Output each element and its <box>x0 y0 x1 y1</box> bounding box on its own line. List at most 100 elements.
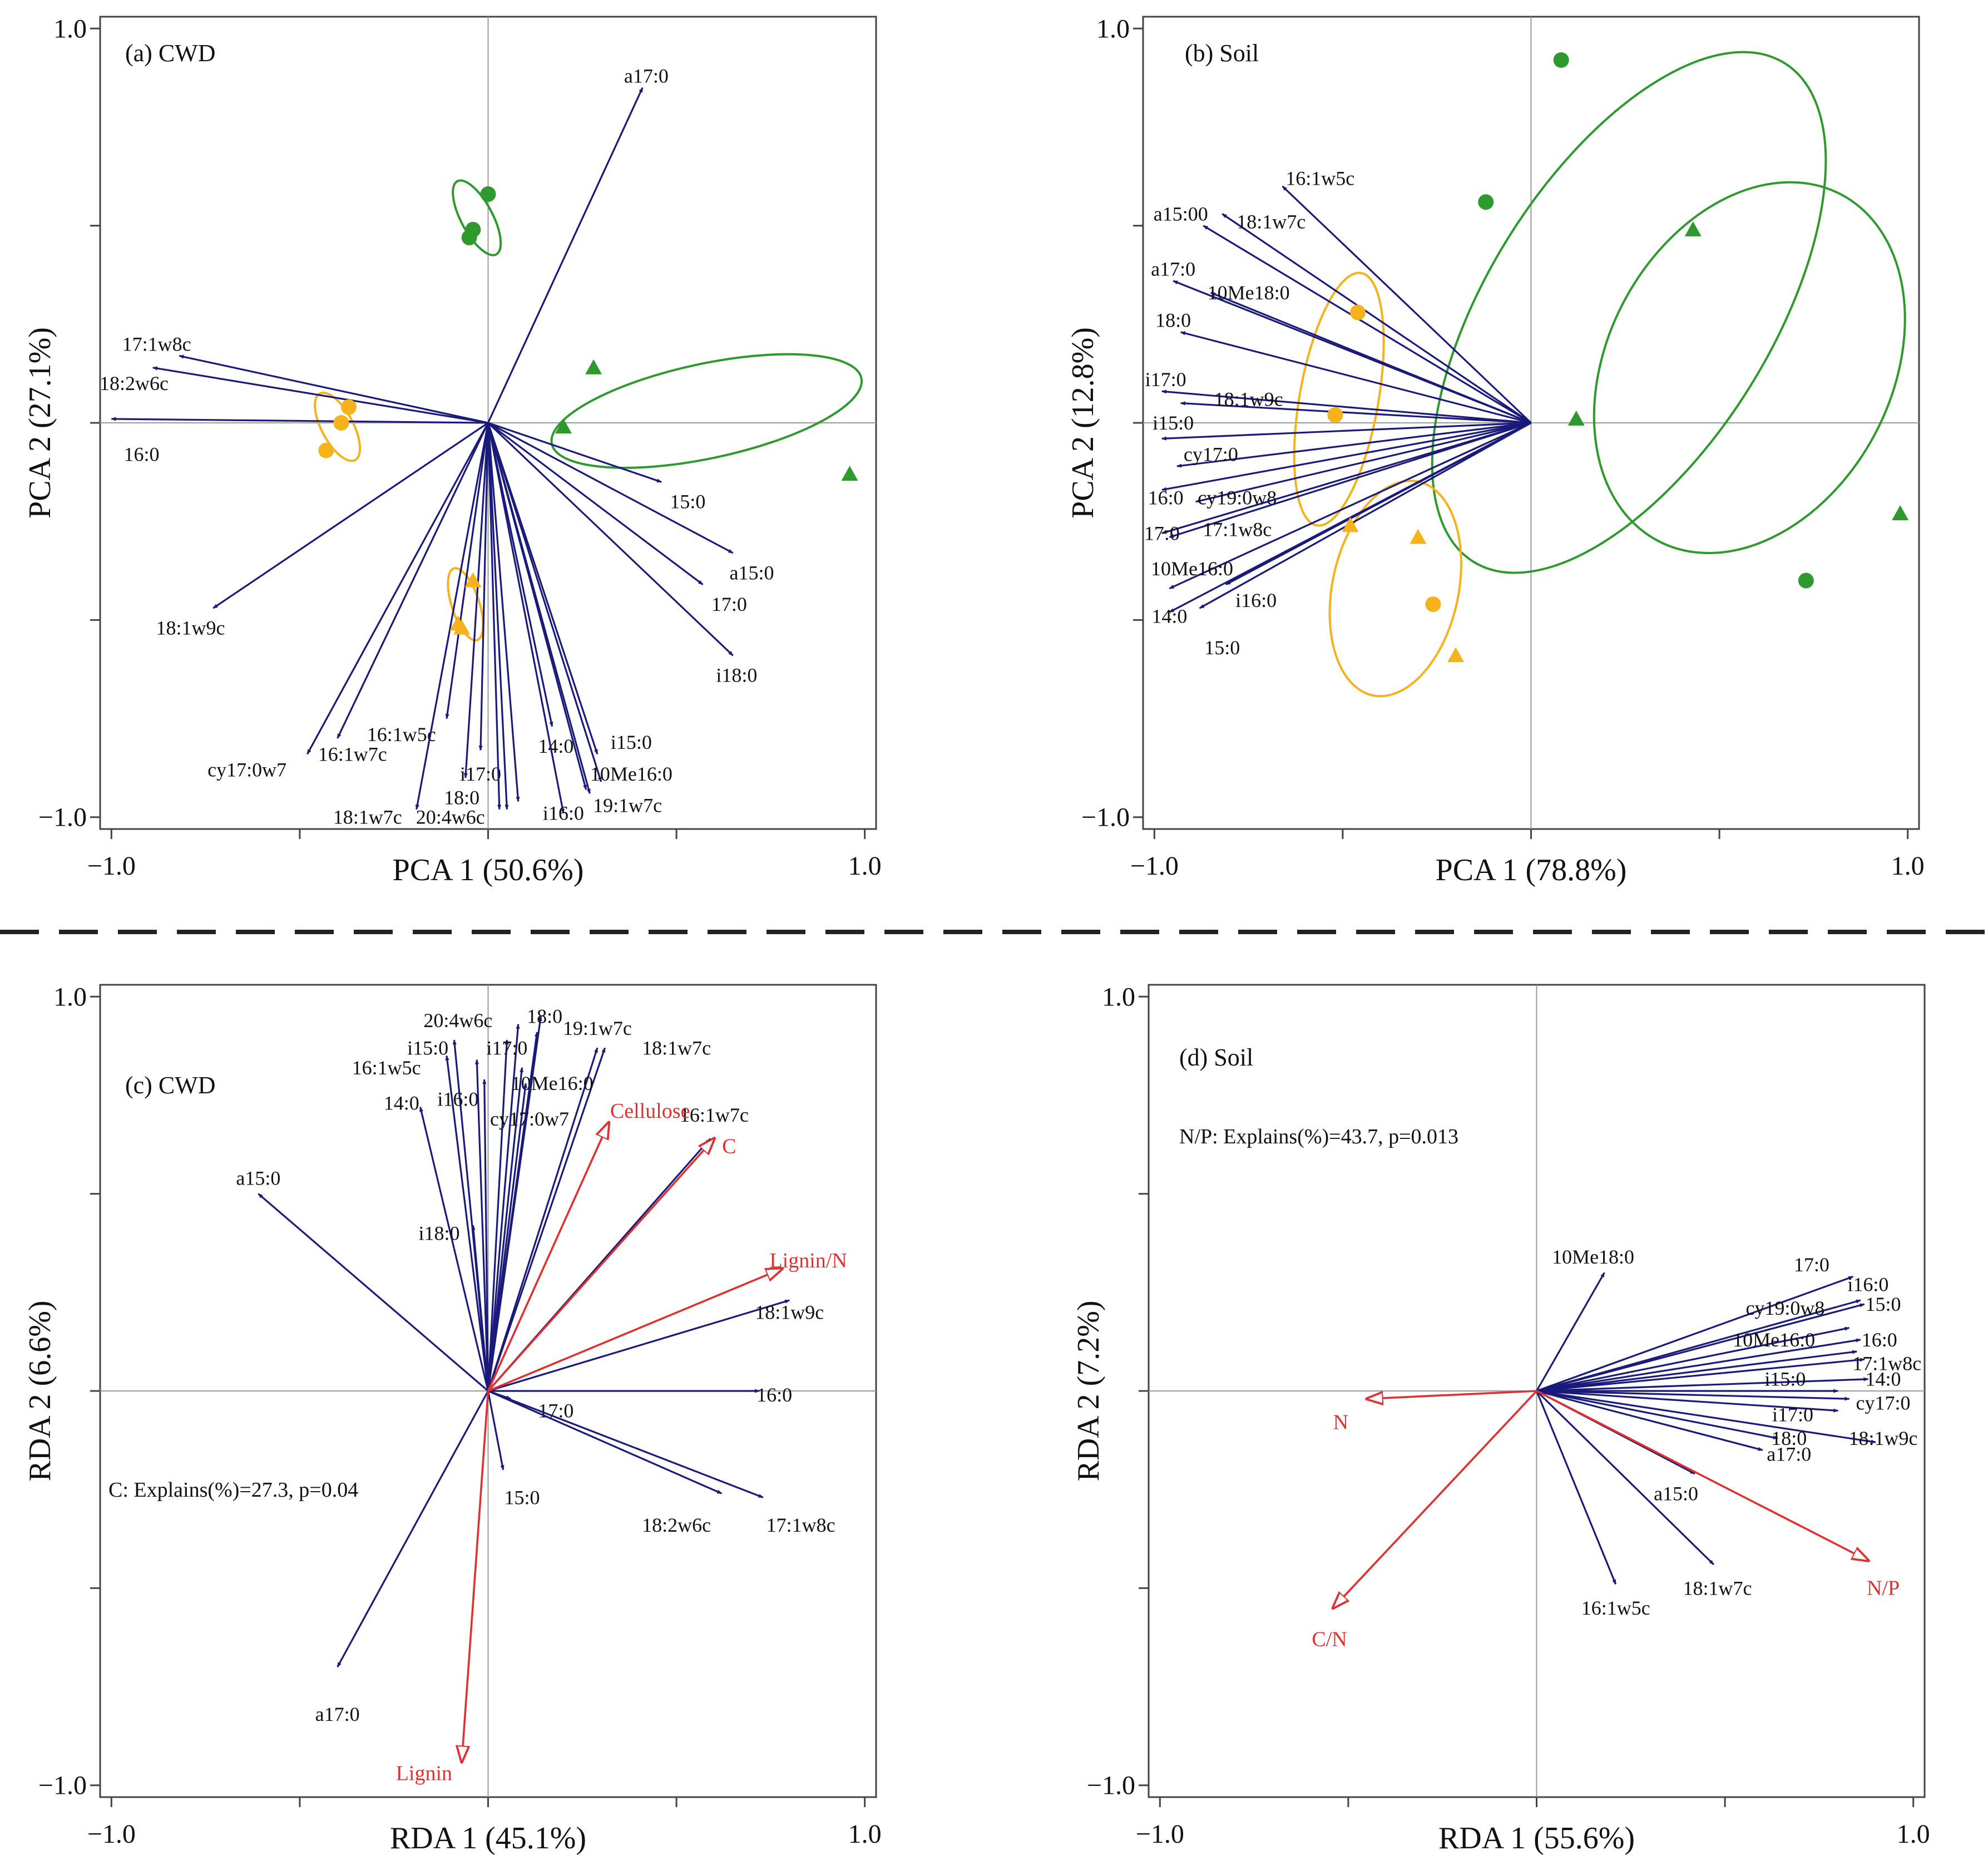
species-vector-label: 15:0 <box>504 1486 540 1508</box>
species-vector-label: 18:1w7c <box>333 806 402 828</box>
species-vector-arrow <box>487 1032 539 1392</box>
species-vector-label: a17:0 <box>624 65 669 87</box>
green-triangle-point <box>585 359 602 374</box>
species-vector-arrow <box>487 1023 520 1392</box>
panel-c-title: (c) CWD <box>125 1072 216 1099</box>
species-vector-arrow <box>487 1047 606 1392</box>
species-vector-arrow <box>306 422 489 755</box>
species-vector-arrow <box>445 1055 489 1392</box>
species-vector-arrow <box>1536 1390 1778 1440</box>
species-vector-arrow <box>1199 422 1532 609</box>
species-vector-label: 18:1w7c <box>642 1037 711 1059</box>
species-vector-arrow <box>1536 1303 1865 1392</box>
species-vector-arrow <box>1282 185 1532 424</box>
panel-d: −1.0 1.0 −1.0 1.0 RDA 1 (55.6%) RDA 2 (7.2%) 1… <box>1071 982 1930 1856</box>
species-vector-label: 15:0 <box>1866 1293 1901 1315</box>
orange-triangle-point <box>453 619 471 635</box>
green-circle-point <box>1478 194 1494 210</box>
species-vector-label: 18:2w6c <box>642 1514 711 1536</box>
species-vector-label: a15:00 <box>1154 203 1208 225</box>
species-vector-arrow <box>487 1390 764 1498</box>
species-vector-label: 18:1w9c <box>755 1301 824 1323</box>
species-vector-label: a15:0 <box>730 561 774 584</box>
species-vector-label: i16:0 <box>1847 1274 1888 1296</box>
species-vector-arrow <box>258 1193 489 1392</box>
species-vector-label: 15:0 <box>1204 637 1240 659</box>
species-vector-label: 17:1w8c <box>766 1514 835 1536</box>
x-axis-label: RDA 1 (55.6%) <box>1438 1821 1635 1856</box>
orange-group-ellipse <box>1293 272 1385 527</box>
species-vector-label: 17:0 <box>538 1399 573 1422</box>
species-vector-arrow <box>1536 1390 1850 1401</box>
green-circle-point <box>1798 573 1814 589</box>
species-vector-label: 16:1w5c <box>352 1057 421 1079</box>
species-vector-label: i17:0 <box>1772 1404 1813 1426</box>
env-vector-arrow <box>487 1138 714 1392</box>
env-vector-arrow <box>487 1123 609 1392</box>
orange-group-ellipse <box>314 391 362 462</box>
species-vector-arrow <box>1536 1275 1854 1392</box>
species-vector-label: i15:0 <box>611 731 652 753</box>
orange-circle-point <box>340 399 357 415</box>
species-vector-arrow <box>1536 1377 1869 1392</box>
species-vector-arrow <box>1180 331 1531 424</box>
species-vector-arrow <box>487 422 520 802</box>
species-vector-arrow <box>487 422 704 585</box>
species-vector-label: 17:1w8c <box>122 333 191 355</box>
panel-c: −1.0 1.0 −1.0 1.0 RDA 1 (45.1%) RDA 2 (6.6%) 2… <box>23 982 882 1856</box>
species-vector-label: 20:4w6c <box>423 1009 492 1032</box>
species-vector-label: 19:1w7c <box>593 794 662 816</box>
y-tick-label: 1.0 <box>53 982 87 1012</box>
env-vector-label: N/P <box>1867 1576 1900 1600</box>
species-vector-label: 16:1w5c <box>1581 1597 1650 1619</box>
plot-layer: −1.0 1.0 −1.0 1.0 PCA 1 (78.8%) PCA 2 (12.8%)… <box>1066 14 1925 887</box>
species-vector-arrow <box>1536 1272 1605 1392</box>
species-vector-arrow <box>487 1047 599 1392</box>
species-vector-arrow <box>487 422 502 810</box>
species-vector-arrow <box>1169 422 1531 539</box>
species-vector-arrow <box>445 422 489 719</box>
species-vector-arrow <box>1195 422 1531 503</box>
species-vector-label: 10Me18:0 <box>1552 1246 1634 1268</box>
species-vector-label: 15:0 <box>670 491 705 513</box>
species-vector-label: 18:0 <box>527 1005 562 1028</box>
species-vector-arrow <box>1536 1390 1617 1585</box>
species-vector-arrow <box>487 422 602 782</box>
orange-triangle-point <box>1447 647 1465 663</box>
x-tick-label: 1.0 <box>1891 851 1925 881</box>
species-vector-label: 17:1w8c <box>1203 518 1272 540</box>
species-vector-label: cy19:0w8 <box>1745 1297 1824 1319</box>
species-vector-label: 16:0 <box>1862 1329 1897 1351</box>
species-vector-label: a17:0 <box>1151 258 1195 280</box>
species-vector-label: 19:1w7c <box>563 1017 632 1039</box>
green-group-ellipse <box>452 179 502 256</box>
species-vector-label: 18:1w7c <box>1237 211 1305 233</box>
env-vector-arrow <box>1367 1390 1537 1399</box>
y-tick-label: −1.0 <box>1081 803 1130 832</box>
species-vector-label: cy17:0 <box>1856 1392 1911 1414</box>
plot-layer: −1.0 1.0 −1.0 1.0 RDA 1 (45.1%) RDA 2 (6.6%) 2… <box>23 982 882 1856</box>
species-vector-label: 20:4w6c <box>416 806 485 828</box>
orange-circle-point <box>333 415 349 431</box>
green-group-ellipse <box>1431 51 1827 574</box>
species-vector-arrow <box>487 422 509 810</box>
species-vector-arrow <box>1536 1390 1763 1451</box>
species-vector-arrow <box>1222 213 1532 424</box>
species-vector-arrow <box>463 422 489 778</box>
species-vector-label: a17:0 <box>1767 1443 1811 1465</box>
green-circle-point <box>1553 52 1569 68</box>
species-vector-label: 14:0 <box>1866 1368 1901 1390</box>
x-tick-label: 1.0 <box>848 1819 882 1849</box>
species-vector-label: i15:0 <box>1764 1368 1806 1390</box>
species-vector-label: cy17:0w7 <box>490 1108 569 1130</box>
species-vector-label: 18:1w7c <box>1683 1577 1752 1599</box>
x-axis-label: RDA 1 (45.1%) <box>390 1821 586 1856</box>
env-vector-label: C/N <box>1312 1628 1347 1651</box>
species-vector-arrow <box>487 422 662 483</box>
species-vector-arrow <box>337 1390 489 1667</box>
orange-triangle-point <box>1410 529 1427 544</box>
species-vector-label: 14:0 <box>538 735 573 757</box>
species-vector-label: i17:0 <box>1145 368 1186 391</box>
orange-circle-point <box>1349 304 1366 320</box>
panel-b-title: (b) Soil <box>1185 40 1259 67</box>
